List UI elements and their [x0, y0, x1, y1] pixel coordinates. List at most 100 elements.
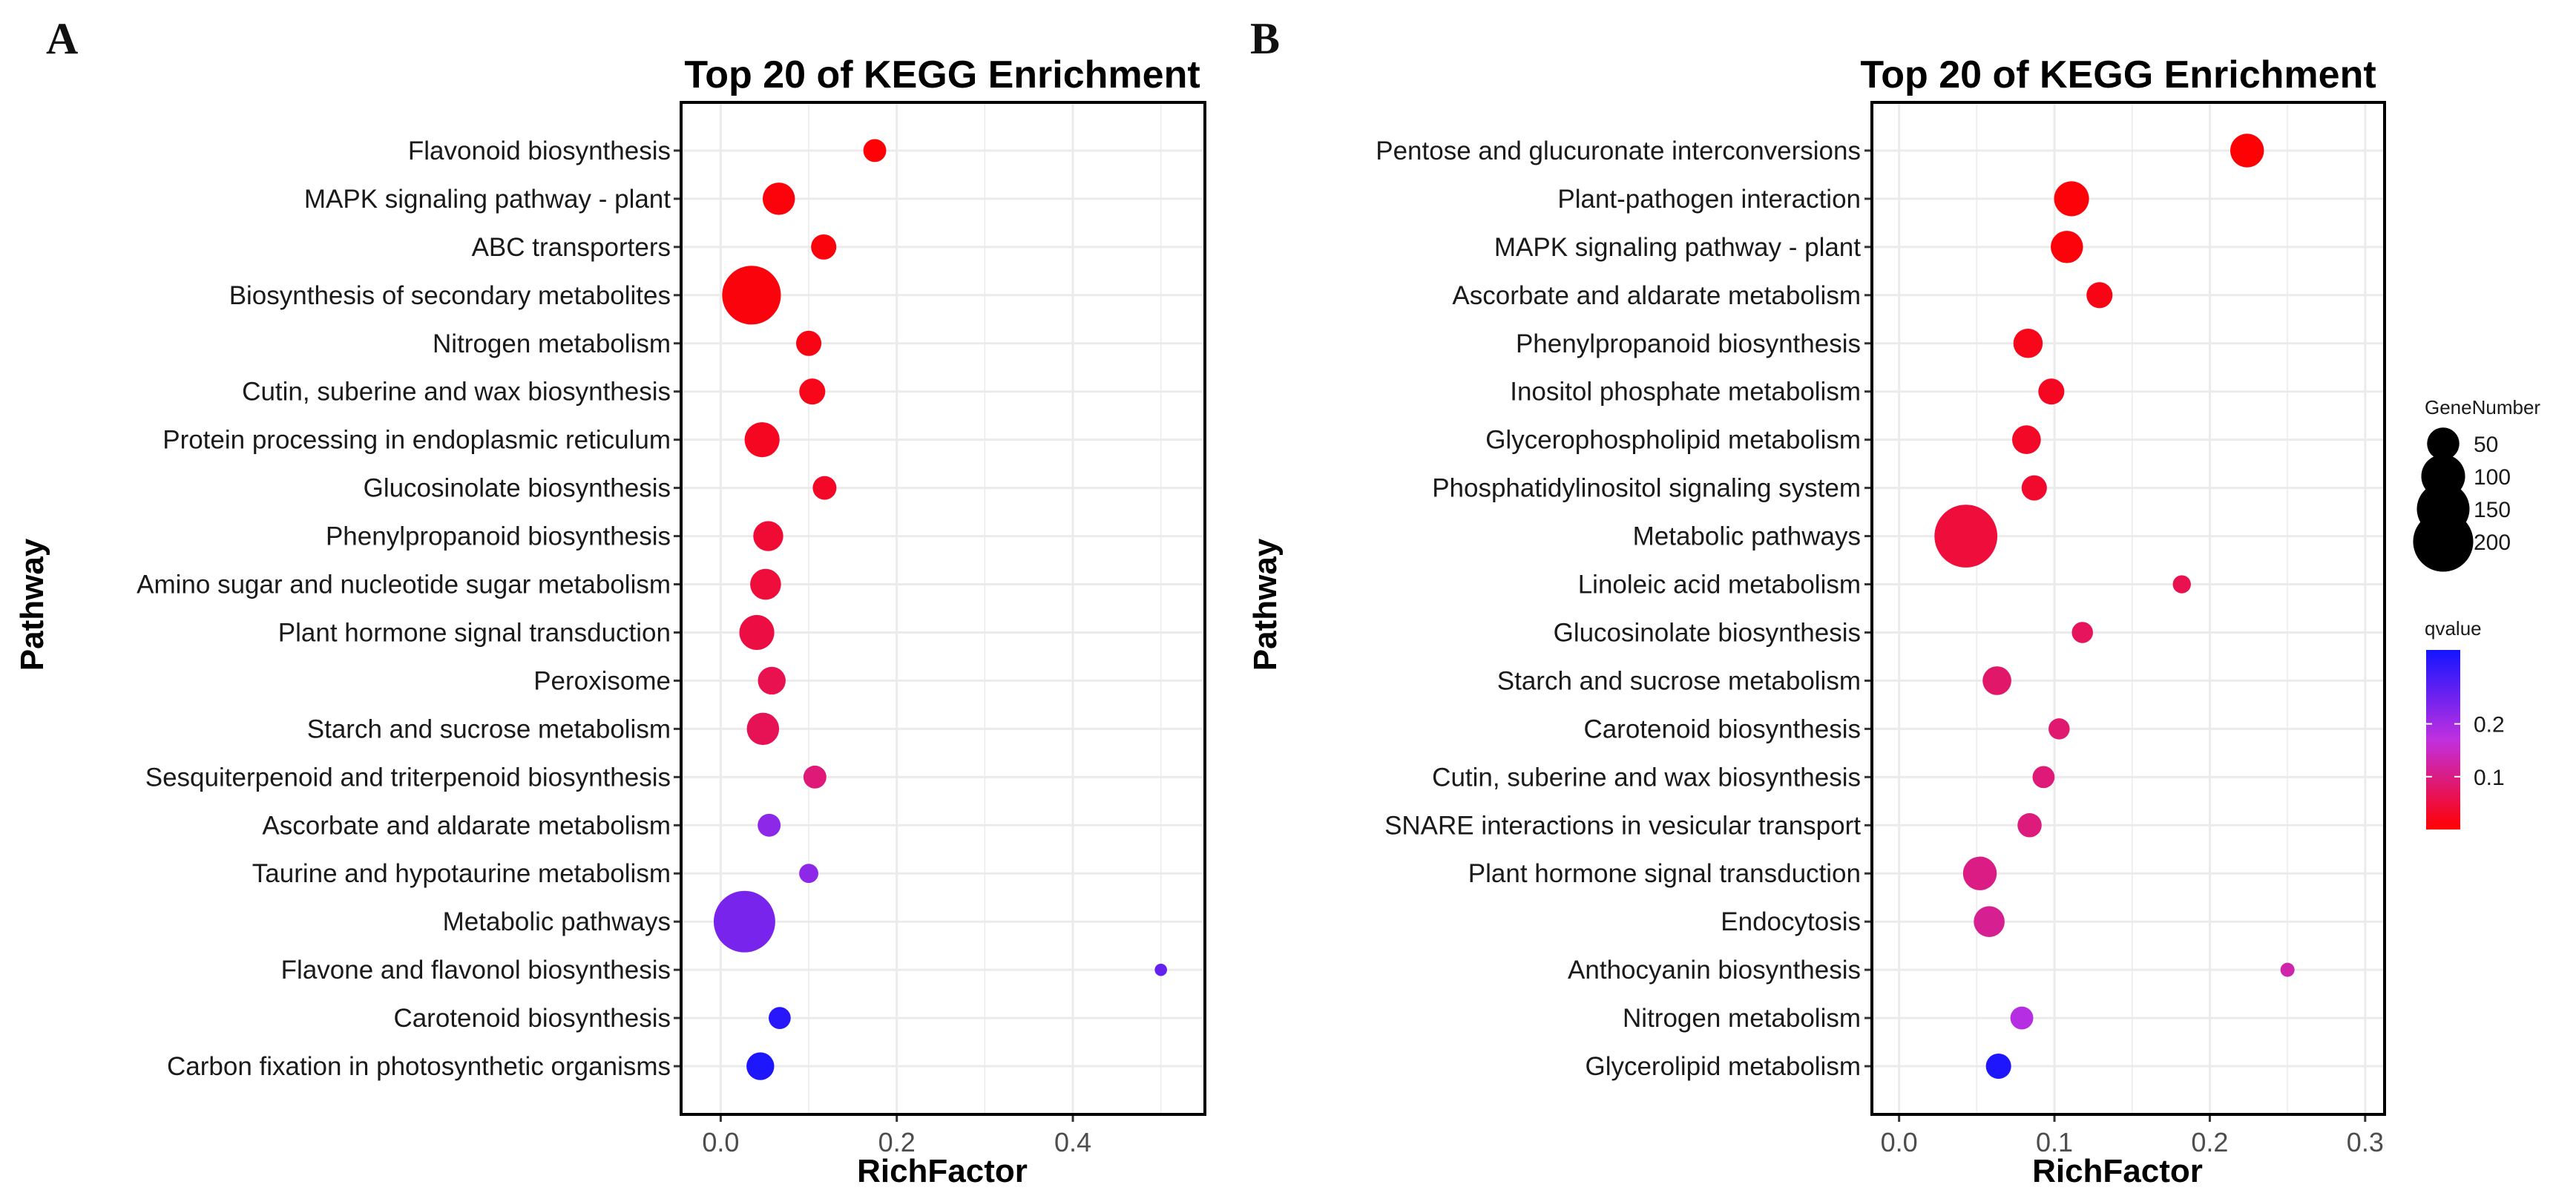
grid-b: [1872, 102, 2385, 1114]
data-point: [769, 1007, 791, 1029]
data-point: [2051, 231, 2083, 263]
colorbar-ticks: 0.2 0.1: [2426, 713, 2505, 790]
data-point: [796, 330, 822, 356]
chart-title-b: Top 20 of KEGG Enrichment: [1860, 53, 2376, 96]
data-point: [1974, 906, 2005, 937]
x-tick-label: 0.0: [1881, 1127, 1918, 1157]
data-point: [863, 139, 887, 162]
data-point: [2038, 378, 2065, 405]
pathway-label: Plant-pathogen interaction: [1557, 185, 1861, 214]
pathway-labels-a: Flavonoid biosynthesis MAPK signaling pat…: [137, 137, 671, 1081]
data-point: [1985, 1054, 2011, 1080]
pathway-label: Phenylpropanoid biosynthesis: [1516, 329, 1861, 358]
pathway-label: Phosphatidylinositol signaling system: [1432, 474, 1861, 503]
pathway-label: Glycerophospholipid metabolism: [1485, 426, 1861, 455]
size-legend-label: 50: [2474, 433, 2498, 457]
x-axis-title-a: RichFactor: [857, 1153, 1028, 1189]
data-point: [2021, 475, 2047, 501]
pathway-label: ABC transporters: [472, 233, 671, 262]
x-tick-label: 0.0: [702, 1127, 739, 1157]
data-point: [713, 890, 775, 953]
data-point: [2032, 766, 2055, 789]
pathway-label: Carotenoid biosynthesis: [1583, 714, 1861, 743]
panel-label-b: B: [1250, 14, 1280, 63]
x-tick-label: 0.2: [878, 1127, 916, 1157]
pathway-label: Taurine and hypotaurine metabolism: [252, 859, 671, 888]
data-point: [762, 183, 795, 215]
data-point: [746, 1052, 775, 1080]
data-point: [803, 765, 827, 789]
pathway-label: Carotenoid biosynthesis: [393, 1004, 671, 1033]
pathway-label: Endocytosis: [1721, 907, 1861, 936]
chart-title-a: Top 20 of KEGG Enrichment: [684, 53, 1200, 96]
data-point: [2280, 962, 2295, 977]
data-points-a: [713, 139, 1167, 1080]
data-point: [2048, 718, 2070, 740]
data-point: [1982, 666, 2011, 695]
pathway-label: Anthocyanin biosynthesis: [1568, 956, 1861, 985]
grid-a: [681, 102, 1205, 1114]
pathway-label: Carbon fixation in photosynthetic organi…: [167, 1052, 671, 1081]
data-point: [2230, 134, 2264, 168]
data-point: [2086, 282, 2113, 309]
pathway-label: Protein processing in endoplasmic reticu…: [162, 426, 671, 455]
pathway-label: Linoleic acid metabolism: [1578, 571, 1861, 599]
data-point: [812, 476, 837, 500]
pathway-label: Amino sugar and nucleotide sugar metabol…: [137, 571, 671, 599]
plot-border-b: [1870, 101, 2386, 1116]
data-point: [744, 422, 780, 458]
pathway-label: Inositol phosphate metabolism: [1510, 378, 1861, 407]
pathway-label: Ascorbate and aldarate metabolism: [262, 811, 671, 840]
colorbar-tick-label: 0.2: [2474, 713, 2505, 737]
data-point: [2013, 328, 2043, 358]
legend-color-title: qvalue: [2425, 617, 2482, 640]
pathway-label: MAPK signaling pathway - plant: [1494, 233, 1861, 262]
pathway-label: SNARE interactions in vesicular transpor…: [1384, 811, 1861, 840]
chart-panel-a: Top 20 of KEGG Enrichment Flavonoid bios…: [14, 53, 1206, 1189]
data-point: [1934, 505, 1998, 568]
pathway-label: Metabolic pathways: [1633, 522, 1861, 551]
y-axis-title-a: Pathway: [14, 538, 50, 671]
data-point: [2011, 425, 2041, 455]
pathway-label: Nitrogen metabolism: [1623, 1004, 1861, 1033]
pathway-label: Glycerolipid metabolism: [1585, 1052, 1861, 1081]
pathway-label: Flavone and flavonol biosynthesis: [281, 956, 671, 985]
pathway-label: Peroxisome: [533, 666, 671, 695]
colorbar-tick-label: 0.1: [2474, 766, 2505, 790]
size-legend-label: 150: [2474, 498, 2511, 522]
pathway-label: Phenylpropanoid biosynthesis: [326, 522, 671, 551]
data-point: [753, 521, 783, 551]
x-axis-title-b: RichFactor: [2032, 1153, 2203, 1189]
pathway-label: Sesquiterpenoid and triterpenoid biosynt…: [145, 763, 671, 792]
x-tick-label: 0.3: [2347, 1127, 2384, 1157]
data-point: [799, 378, 826, 405]
data-point: [758, 813, 781, 837]
x-tick-labels-b: 0.0 0.1 0.2 0.3: [1881, 1127, 2384, 1157]
plot-area-b: [1872, 102, 2385, 1114]
data-point: [799, 864, 818, 884]
size-legend: 50 100 150 200: [2413, 427, 2511, 572]
pathway-label: Cutin, suberine and wax biosynthesis: [242, 378, 671, 407]
pathway-label: Flavonoid biosynthesis: [408, 137, 671, 165]
data-points-b: [1934, 134, 2295, 1080]
data-point: [722, 266, 781, 325]
pathway-label: Glucosinolate biosynthesis: [364, 474, 671, 503]
pathway-label: MAPK signaling pathway - plant: [304, 185, 671, 214]
plot-area-a: [681, 102, 1205, 1114]
data-point: [2071, 622, 2093, 643]
data-point: [1154, 963, 1167, 976]
qvalue-colorbar: [2426, 650, 2460, 829]
pathway-label: Glucosinolate biosynthesis: [1554, 618, 1861, 647]
data-point: [2054, 181, 2089, 217]
pathway-label: Metabolic pathways: [443, 907, 671, 936]
pathway-label: Starch and sucrose metabolism: [1497, 666, 1861, 695]
data-point: [746, 712, 780, 746]
pathway-label: Pentose and glucuronate interconversions: [1376, 137, 1861, 165]
x-tick-labels-a: 0.0 0.2 0.4: [702, 1127, 1091, 1157]
size-legend-dot: [2427, 427, 2460, 460]
data-point: [811, 234, 837, 260]
data-point: [758, 666, 786, 695]
y-axis-title-b: Pathway: [1247, 538, 1284, 671]
chart-panel-b: Top 20 of KEGG Enrichment Pentose and gl…: [1247, 53, 2386, 1189]
